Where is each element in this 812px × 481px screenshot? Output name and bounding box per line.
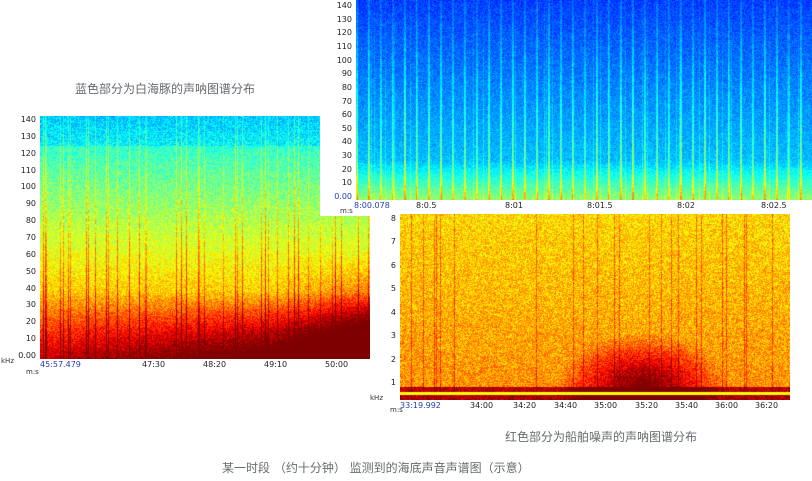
left-y-unit: kHz: [1, 357, 14, 365]
y-tick-label: 3: [390, 331, 396, 341]
y-tick-label: 40: [25, 283, 36, 293]
y-tick-label: 90: [341, 69, 352, 79]
x-tick-label: 48:20: [203, 360, 227, 369]
y-tick-label: 20: [25, 317, 36, 327]
x-tick-label: 35:00: [594, 401, 618, 410]
y-tick-label: 80: [341, 82, 352, 92]
y-tick-label: 100: [20, 182, 36, 192]
caption-red-ship-noise: 红色部分为船舶噪声的声呐图谱分布: [505, 430, 698, 444]
top-right-spectrogram-image: [356, 0, 812, 200]
y-tick-label: 10: [25, 334, 36, 344]
y-tick-label: 0.00: [334, 192, 352, 201]
y-tick-label: 60: [25, 249, 36, 259]
y-tick-label: 20: [341, 164, 352, 174]
y-tick-label: 80: [25, 216, 36, 226]
x-tick-label: 35:20: [635, 401, 659, 410]
y-tick-label: 90: [25, 199, 36, 209]
y-tick-label: 100: [336, 55, 352, 65]
y-tick-label: 120: [336, 28, 352, 38]
y-tick-label: 4: [390, 307, 396, 317]
bottom-right-y-unit: kHz: [370, 394, 383, 402]
y-tick-label: 8: [390, 214, 396, 223]
x-tick-label: 8:02.5: [761, 201, 787, 210]
x-tick-label: 8:00.078: [354, 201, 390, 210]
y-tick-label: 40: [341, 137, 352, 147]
y-tick-label: 30: [25, 300, 36, 310]
left-spectrogram-panel: kHz 140 130 120 110 100 90 80 70 60 50 40 30 20 10 0.0…: [0, 113, 372, 376]
top-right-spectrogram-panel: 140 130 120 110 100 90 80 70 60 50 40 30 20 10 0.00 8:…: [320, 0, 812, 216]
x-tick-label: 33:19.992: [400, 401, 441, 410]
top-right-x-unit: m:s: [340, 207, 353, 215]
y-tick-label: 110: [336, 41, 352, 51]
y-tick-label: 10: [341, 178, 352, 188]
x-tick-label: 45:57.479: [40, 360, 81, 369]
bottom-right-spectrogram-image: [400, 214, 790, 400]
bottom-right-spectrogram-panel: kHz 8 7 6 5 4 3 2 1 33:19.992 34:00 34:20 34:40 35:…: [370, 212, 792, 417]
y-tick-label: 30: [341, 151, 352, 161]
y-tick-label: 2: [390, 354, 396, 364]
x-tick-label: 50:00: [325, 360, 349, 369]
x-tick-label: 8:0.5: [416, 201, 437, 210]
left-x-unit: m:s: [26, 368, 39, 376]
x-tick-label: 49:10: [264, 360, 288, 369]
y-tick-label: 140: [336, 1, 352, 10]
y-tick-label: 5: [390, 284, 396, 294]
y-tick-label: 130: [336, 14, 352, 24]
y-tick-label: 50: [341, 123, 352, 133]
x-tick-label: 34:40: [554, 401, 578, 410]
y-tick-label: 110: [20, 165, 36, 175]
y-tick-label: 70: [341, 96, 352, 106]
x-tick-label: 47:30: [142, 360, 166, 369]
caption-main: 某一时段 （约十分钟） 监测到的海底声音声谱图（示意）: [222, 461, 530, 475]
y-tick-label: 60: [341, 110, 352, 120]
y-tick-label: 120: [20, 148, 36, 158]
y-tick-label: 70: [25, 233, 36, 242]
y-tick-label: 1: [390, 378, 396, 387]
x-tick-label: 36:20: [755, 401, 779, 410]
x-tick-label: 8:01: [505, 201, 523, 210]
x-tick-label: 34:20: [513, 401, 537, 410]
y-tick-label: 6: [390, 260, 396, 270]
bottom-right-x-unit: m:s: [390, 406, 403, 414]
left-spectrogram-image: [40, 116, 370, 359]
x-tick-label: 36:00: [715, 401, 739, 410]
y-tick-label: 50: [25, 266, 36, 276]
x-tick-label: 8:01.5: [587, 201, 613, 210]
x-tick-label: 34:00: [470, 401, 494, 410]
y-tick-label: 7: [390, 237, 396, 247]
y-tick-label: 0.00: [18, 351, 36, 360]
y-tick-label: 140: [20, 115, 36, 124]
caption-blue-dolphin: 蓝色部分为白海豚的声呐图谱分布: [75, 82, 256, 96]
x-tick-label: 35:40: [675, 401, 699, 410]
y-tick-label: 130: [20, 131, 36, 141]
x-tick-label: 8:02: [677, 201, 695, 210]
